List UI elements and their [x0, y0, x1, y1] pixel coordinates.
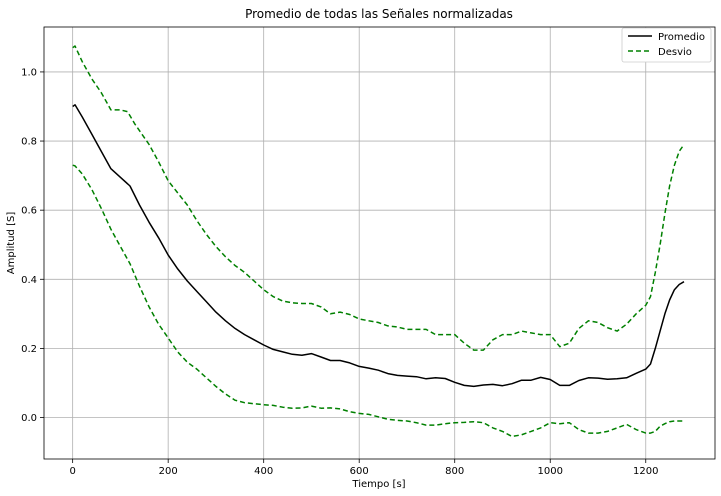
x-tick-label: 1000: [538, 466, 563, 477]
series-group: [72, 45, 685, 438]
x-axis-label: Tiempo [s]: [351, 479, 405, 490]
plot-frame: [43, 26, 716, 460]
chart-title: Promedio de todas las Señales normalizad…: [245, 7, 513, 21]
x-tick-label: 1200: [633, 466, 658, 477]
legend-label-promedio: Promedio: [658, 32, 705, 43]
y-tick-label: 0.4: [21, 275, 37, 286]
x-tick-label: 800: [445, 466, 464, 477]
y-axis-label: Amplitud [S]: [6, 212, 17, 275]
y-tick-label: 0.8: [21, 137, 37, 148]
legend-label-desvio: Desvio: [658, 47, 692, 58]
y-axis-ticks: 0.0 0.2 0.4 0.6 0.8 1.0: [21, 67, 44, 424]
series-line-desvio-lower: [72, 164, 684, 438]
legend: Promedio Desvio: [621, 27, 712, 63]
series-line-promedio: [72, 104, 685, 388]
x-tick-label: 600: [350, 466, 369, 477]
plot-area: [44, 27, 715, 459]
series-line-desvio-upper: [72, 45, 685, 351]
y-tick-label: 0.6: [21, 206, 37, 217]
x-tick-label: 200: [159, 466, 178, 477]
x-tick-label: 400: [254, 466, 273, 477]
y-tick-label: 0.2: [21, 344, 37, 355]
grid: [44, 27, 715, 459]
y-tick-label: 0.0: [21, 413, 37, 424]
x-axis-ticks: 0 200 400 600 800 1000 1200: [69, 459, 658, 477]
y-tick-label: 1.0: [21, 67, 37, 78]
x-tick-label: 0: [69, 466, 75, 477]
